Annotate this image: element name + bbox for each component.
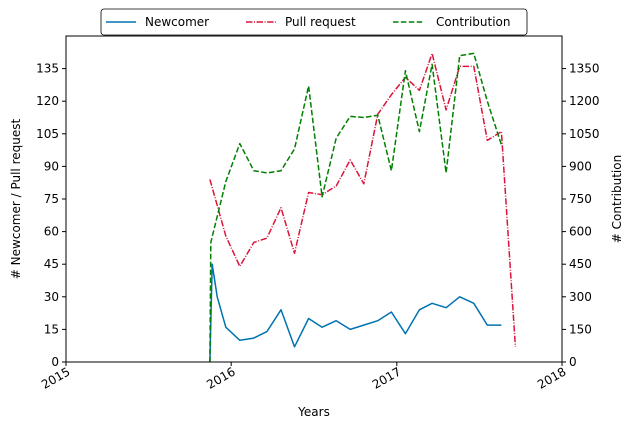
x-tick-label: 2018	[535, 364, 568, 391]
left-y-tick-label: 90	[44, 159, 59, 173]
left-y-tick-label: 75	[44, 192, 59, 206]
right-y-tick-label: 450	[569, 257, 592, 271]
legend-box	[100, 8, 528, 36]
left-y-tick-label: 15	[44, 322, 59, 336]
left-y-tick-label: 105	[36, 127, 59, 141]
right-y-tick-label: 1200	[569, 94, 600, 108]
right-y-axis-ticks: 0 150 300 450 600 750 900 1050 1200 1350	[562, 62, 600, 369]
right-y-tick-label: 1050	[569, 127, 600, 141]
series-line-newcomer	[209, 263, 502, 363]
left-y-tick-label: 0	[51, 355, 59, 369]
plot-lines	[209, 52, 517, 363]
x-tick-label: 2017	[370, 364, 403, 391]
right-y-tick-label: 1350	[569, 62, 600, 76]
x-tick-label: 2016	[204, 364, 237, 391]
right-y-tick-label: 900	[569, 159, 592, 173]
x-axis-title: Years	[297, 405, 330, 419]
right-y-tick-label: 0	[569, 355, 577, 369]
right-y-axis-title: # Contribution	[610, 155, 624, 243]
series-line-contribution	[209, 52, 503, 363]
plot-frame	[65, 35, 563, 363]
left-y-tick-label: 45	[44, 257, 59, 271]
left-y-axis-title: # Newcomer / Pull request	[9, 119, 23, 280]
left-y-tick-label: 135	[36, 62, 59, 76]
right-y-tick-label: 600	[569, 225, 592, 239]
legend-label-pull-request: Pull request	[285, 15, 356, 29]
right-y-tick-label: 150	[569, 322, 592, 336]
x-axis-ticks: 2015 2016 2017 2018	[39, 362, 569, 392]
left-y-tick-label: 120	[36, 94, 59, 108]
legend: Newcomer Pull request Contribution	[100, 8, 528, 36]
right-y-tick-label: 750	[569, 192, 592, 206]
left-y-tick-label: 60	[44, 225, 59, 239]
series-line-pull-request	[209, 52, 517, 347]
legend-label-contribution: Contribution	[436, 15, 511, 29]
left-y-axis-ticks: 0 15 30 45 60 75 90 105 120 135	[36, 62, 66, 369]
legend-label-newcomer: Newcomer	[145, 15, 209, 29]
left-y-tick-label: 30	[44, 290, 59, 304]
right-y-tick-label: 300	[569, 290, 592, 304]
